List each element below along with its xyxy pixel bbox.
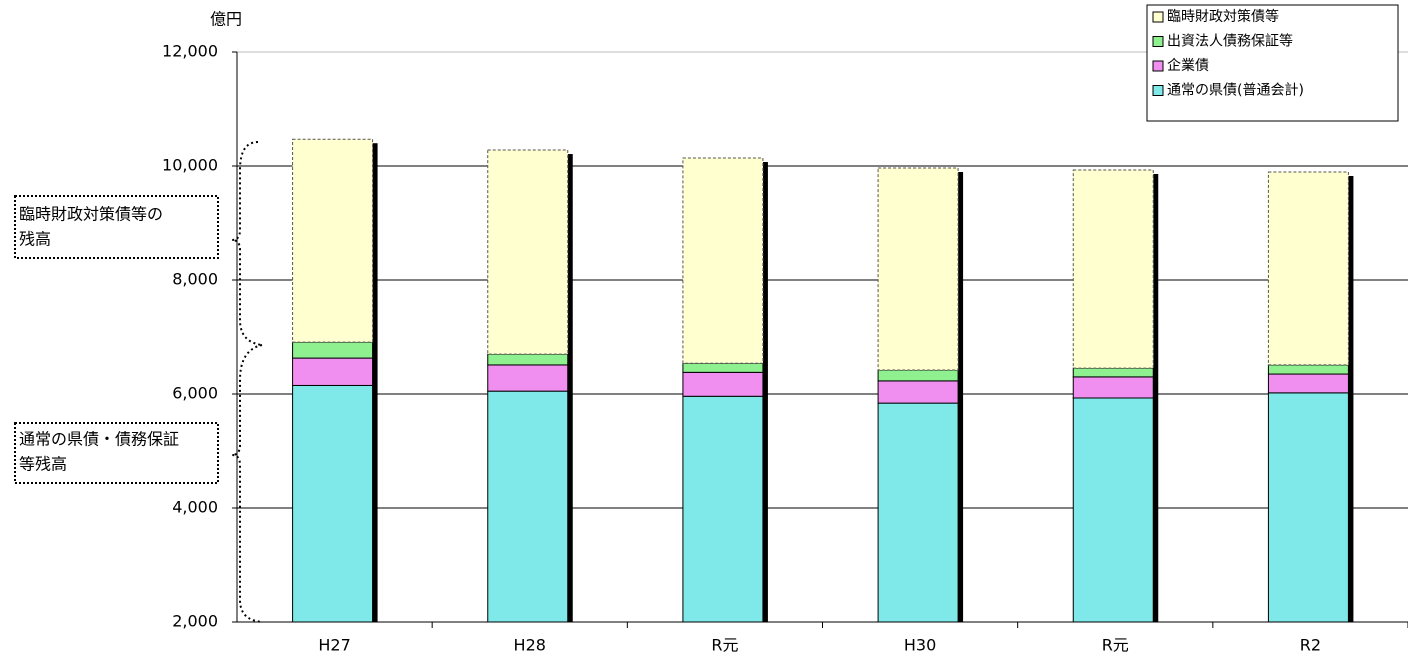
bar-segment <box>877 369 959 382</box>
bar-segment <box>292 357 374 386</box>
legend-swatch <box>1152 36 1164 47</box>
x-tick-label: H28 <box>514 636 546 655</box>
bar-segment <box>487 390 569 623</box>
bar-segment <box>292 341 374 359</box>
y-tick-label: 4,000 <box>172 498 218 517</box>
bar-shadow <box>762 162 768 622</box>
legend-swatch <box>1152 85 1164 96</box>
bar-segment <box>292 384 374 623</box>
x-tick-label: H27 <box>318 636 350 655</box>
annotation: 等残高 <box>19 455 67 474</box>
annotation-box <box>14 195 219 259</box>
y-tick-label: 12,000 <box>162 42 218 61</box>
legend-label: 企業債 <box>1167 57 1209 74</box>
bar-segment <box>877 167 959 371</box>
legend-box <box>1146 4 1399 122</box>
bar-segment <box>487 353 569 366</box>
bar-segment <box>682 371 764 397</box>
y-tick-label: 8,000 <box>172 270 218 289</box>
y-tick-label: 2,000 <box>172 612 218 631</box>
legend-label: 臨時財政対策債等 <box>1167 8 1279 25</box>
bar-segment <box>1267 364 1349 375</box>
y-tick-label: 6,000 <box>172 384 218 403</box>
bar-segment <box>1072 397 1154 623</box>
bar-shadow <box>1348 175 1354 623</box>
bar-segment <box>1072 367 1154 378</box>
x-tick-label: R元 <box>711 636 738 655</box>
legend-swatch <box>1152 60 1164 72</box>
bar-segment <box>877 402 959 623</box>
bar-segment <box>682 362 764 373</box>
x-tick-label: H30 <box>904 636 936 655</box>
x-tick-label: R元 <box>1102 636 1129 655</box>
bar-segment <box>682 157 764 364</box>
legend-label: 出資法人債務保証等 <box>1167 33 1293 50</box>
bar-segment <box>1072 169 1154 369</box>
legend-label: 通常の県債(普通会計) <box>1167 83 1304 99</box>
bar-segment <box>1267 373 1349 394</box>
bar-segment <box>487 149 569 355</box>
legend-swatch <box>1152 11 1164 23</box>
annotation: 残高 <box>19 230 51 249</box>
brace <box>231 141 263 346</box>
brace <box>231 344 263 623</box>
bar-shadow <box>1153 173 1159 623</box>
x-tick-label: R2 <box>1300 636 1321 655</box>
bar-shadow <box>372 143 378 622</box>
bar-segment <box>877 380 959 404</box>
bar-shadow <box>567 154 573 623</box>
bar-segment <box>1267 171 1349 366</box>
bar-segment <box>292 138 374 343</box>
annotation: 臨時財政対策債等の <box>19 205 163 224</box>
bar-segment <box>682 395 764 623</box>
bar-segment <box>487 364 569 392</box>
bar-shadow <box>958 171 964 622</box>
bar-segment <box>1267 392 1349 623</box>
annotation-box <box>14 422 219 484</box>
annotation: 通常の県債・債務保証 <box>19 430 179 449</box>
bar-segment <box>1072 376 1154 399</box>
y-tick-label: 10,000 <box>162 156 218 175</box>
y-unit-label: 億円 <box>210 10 242 29</box>
